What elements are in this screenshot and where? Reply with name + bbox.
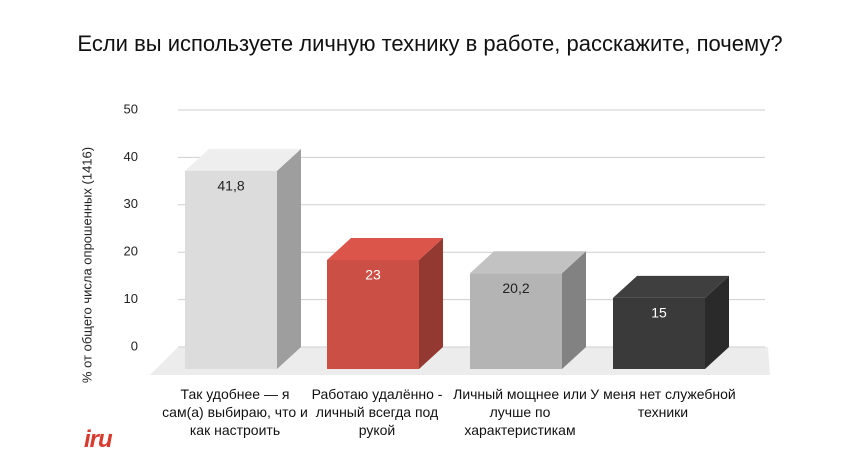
- y-tick-label: 50: [124, 101, 138, 116]
- y-tick-label: 10: [124, 291, 138, 306]
- chart-title: Если вы используете личную технику в раб…: [77, 31, 783, 56]
- bar-side: [419, 237, 443, 369]
- bar-top: [613, 275, 729, 298]
- value-label: 20,2: [502, 280, 529, 296]
- bar-top: [185, 148, 301, 171]
- bar-top: [327, 237, 443, 260]
- x-tick-label: Личный мощнее или лучше по характеристик…: [453, 386, 587, 438]
- y-tick-label: 40: [124, 149, 138, 164]
- bar: [185, 170, 277, 369]
- y-axis-label: % от общего числа опрошенных (1416): [79, 147, 94, 383]
- y-tick-label: 0: [131, 338, 138, 353]
- y-tick-label: 20: [124, 244, 138, 259]
- x-tick-label: Так удобнее — я сам(а) выбираю, что и ка…: [162, 386, 308, 438]
- bar-side: [705, 275, 729, 369]
- bar-side: [562, 251, 586, 369]
- bar: [613, 297, 705, 369]
- value-label: 23: [365, 267, 381, 283]
- y-tick-label: 30: [124, 196, 138, 211]
- value-label: 15: [651, 305, 667, 321]
- x-tick-label: У меня нет служебной техники: [590, 386, 736, 420]
- bar: [327, 259, 419, 369]
- logo: iru: [84, 426, 113, 453]
- bar-top: [470, 251, 586, 274]
- value-label: 41,8: [217, 178, 244, 194]
- bar-side: [277, 148, 301, 369]
- x-tick-label: Работаю удалённо - личный всегда под рук…: [311, 386, 443, 438]
- bar: [470, 273, 562, 369]
